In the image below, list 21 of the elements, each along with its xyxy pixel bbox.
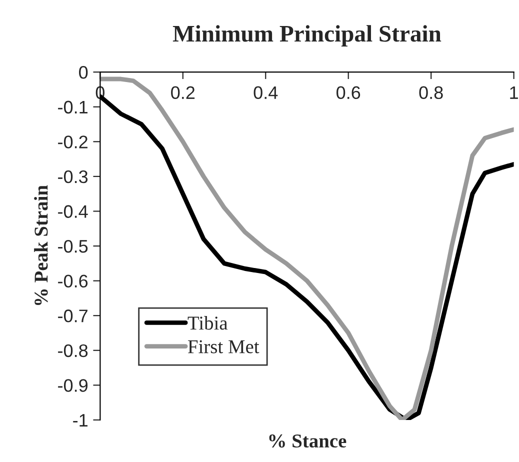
chart-title: Minimum Principal Strain — [172, 25, 442, 47]
y-tick-label: -0.6 — [58, 274, 88, 288]
y-tick-label: -0.4 — [58, 205, 88, 218]
y-tick-label: -0.9 — [58, 379, 88, 392]
x-tick-label: 1 — [510, 86, 518, 99]
legend-label: First Met — [188, 340, 260, 354]
legend-label: Tibia — [188, 316, 228, 330]
y-tick-label: 0 — [79, 66, 88, 79]
y-tick-label: -0.3 — [58, 170, 88, 184]
x-tick-label: 0.4 — [254, 86, 278, 100]
x-tick-label: 0.8 — [419, 86, 443, 100]
y-tick-label: -0.8 — [58, 344, 88, 358]
y-tick-label: -0.5 — [58, 240, 88, 253]
y-tick-label: -0.2 — [58, 136, 88, 148]
y-tick-label: -0.1 — [58, 100, 88, 114]
y-axis-title: % Peak Strain — [34, 185, 48, 306]
x-axis-title: % Stance — [269, 434, 346, 448]
x-tick-label: 0.6 — [336, 86, 360, 100]
y-tick-label: -0.7 — [58, 310, 88, 322]
x-tick-label: 0.2 — [171, 86, 195, 100]
y-tick-label: -1 — [73, 414, 88, 426]
